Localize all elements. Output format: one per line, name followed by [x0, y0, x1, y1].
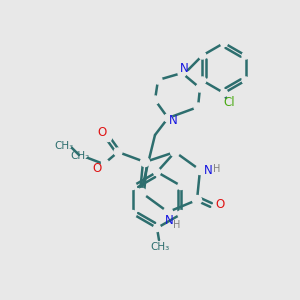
Circle shape	[242, 77, 249, 84]
Circle shape	[154, 224, 160, 232]
Circle shape	[101, 160, 109, 167]
Text: CH₃: CH₃	[150, 242, 170, 252]
Circle shape	[151, 96, 159, 104]
Text: N: N	[180, 61, 188, 74]
Circle shape	[129, 211, 136, 218]
Circle shape	[129, 182, 136, 190]
Circle shape	[196, 84, 204, 92]
Circle shape	[178, 182, 185, 190]
Circle shape	[220, 89, 227, 97]
Circle shape	[199, 52, 206, 59]
Circle shape	[154, 169, 160, 176]
Circle shape	[194, 103, 202, 111]
Circle shape	[199, 77, 206, 84]
Text: O: O	[92, 161, 102, 175]
Text: CH₃: CH₃	[54, 141, 74, 151]
Text: N: N	[204, 164, 212, 176]
Circle shape	[170, 148, 179, 157]
Text: O: O	[98, 125, 106, 139]
Circle shape	[196, 166, 205, 175]
Circle shape	[154, 76, 162, 84]
Circle shape	[140, 158, 149, 166]
Circle shape	[193, 196, 202, 205]
Circle shape	[114, 148, 122, 156]
Circle shape	[104, 134, 112, 142]
Text: H: H	[173, 220, 181, 230]
Text: O: O	[215, 199, 225, 212]
Circle shape	[178, 211, 185, 218]
Circle shape	[178, 69, 186, 77]
Circle shape	[164, 208, 172, 217]
Text: N: N	[169, 113, 177, 127]
Text: H: H	[213, 164, 221, 174]
Circle shape	[220, 40, 227, 46]
Text: CH₂: CH₂	[70, 151, 90, 161]
Circle shape	[164, 114, 172, 122]
Text: N: N	[165, 214, 173, 227]
Text: Cl: Cl	[223, 95, 235, 109]
Circle shape	[242, 52, 249, 59]
Circle shape	[137, 188, 146, 197]
